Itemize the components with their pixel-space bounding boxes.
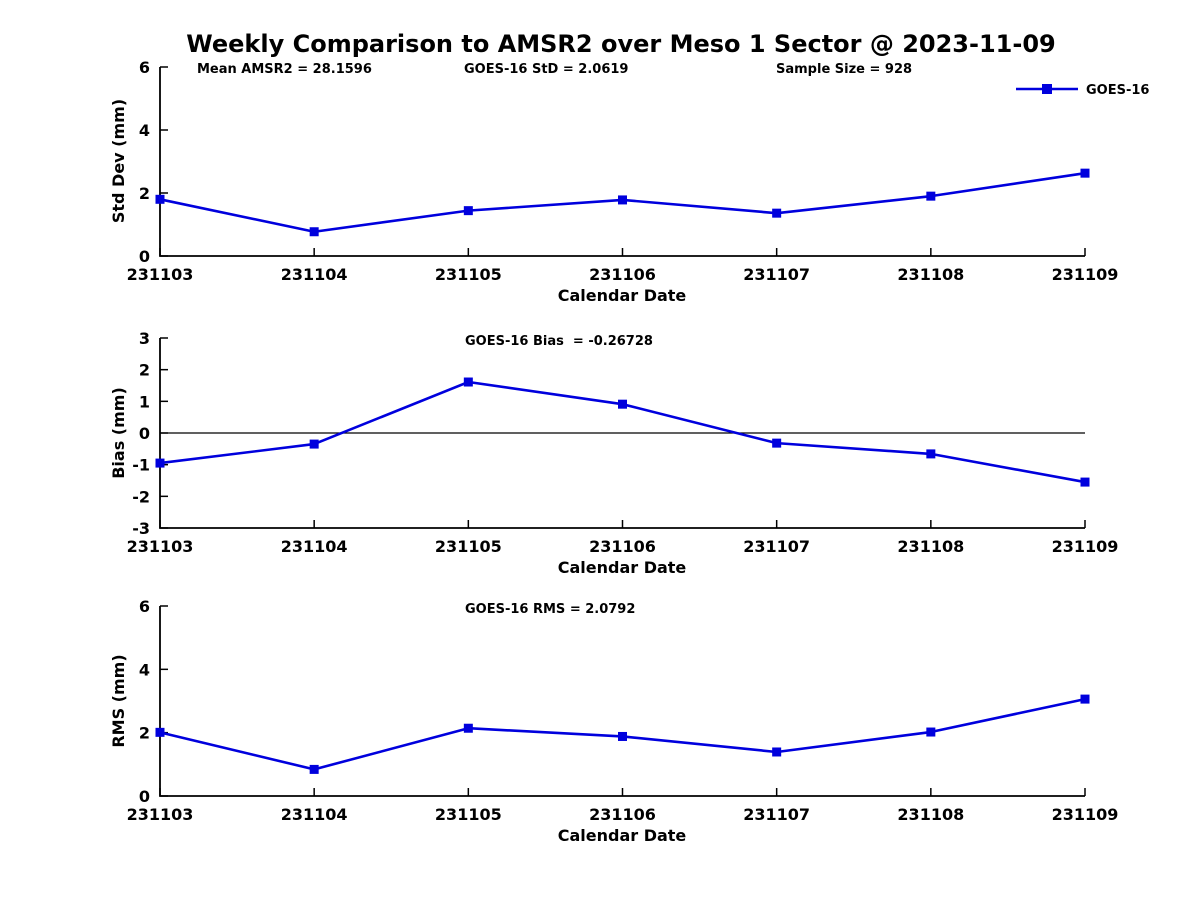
subplot-rms: GOES-16 RMS = 2.0792 0 2 4 6 231103 231104 231… <box>109 597 1118 845</box>
rms-subplot-title: GOES-16 RMS = 2.0792 <box>465 602 635 617</box>
data-point-marker <box>309 764 319 774</box>
x-tick-label: 231104 <box>281 537 348 556</box>
x-tick-label: 231106 <box>589 265 656 284</box>
x-tick-label: 231107 <box>743 805 810 824</box>
data-point-marker <box>155 458 165 468</box>
y-tick-label: 0 <box>139 787 150 806</box>
data-point-marker <box>1080 477 1090 487</box>
subplot-stddev: 0 2 4 6 231103 231104 231105 231106 231107 231108… <box>109 58 1118 305</box>
data-point-marker <box>618 731 627 741</box>
y-tick-label: 1 <box>139 392 150 411</box>
y-tick-label: 6 <box>139 597 150 616</box>
bias-subplot-title: GOES-16 Bias = -0.26728 <box>465 334 653 349</box>
x-tick-label: 231105 <box>435 805 502 824</box>
x-tick-label: 231103 <box>127 805 194 824</box>
data-point-marker <box>926 449 936 459</box>
rms-y-axis-label: RMS (mm) <box>109 654 128 747</box>
y-tick-label: 4 <box>139 121 150 140</box>
data-point-marker <box>618 195 627 205</box>
figure-title: Weekly Comparison to AMSR2 over Meso 1 S… <box>186 30 1055 58</box>
x-tick-label: 231106 <box>589 537 656 556</box>
data-point-marker <box>309 227 319 237</box>
legend: GOES-16 <box>1016 83 1149 98</box>
data-point-marker <box>618 399 627 409</box>
y-tick-label: 3 <box>139 329 150 348</box>
x-tick-label: 231103 <box>127 537 194 556</box>
x-tick-label: 231109 <box>1052 537 1119 556</box>
x-tick-label: 231107 <box>743 265 810 284</box>
bias-x-axis-label: Calendar Date <box>558 558 687 577</box>
stddev-plot-area: 0 2 4 6 231103 231104 231105 231106 231107 231108… <box>127 58 1119 284</box>
stddev-y-axis-label: Std Dev (mm) <box>109 99 128 223</box>
legend-label: GOES-16 <box>1086 83 1149 98</box>
x-tick-label: 231104 <box>281 805 348 824</box>
data-point-marker <box>772 438 782 448</box>
data-point-marker <box>463 206 473 216</box>
x-tick-label: 231108 <box>897 265 964 284</box>
y-tick-label: 6 <box>139 58 150 77</box>
data-point-marker <box>155 727 165 737</box>
x-tick-label: 231108 <box>897 805 964 824</box>
x-tick-label: 231109 <box>1052 265 1119 284</box>
data-point-marker <box>1080 694 1090 704</box>
annotation-goes16-std: GOES-16 StD = 2.0619 <box>464 62 628 77</box>
x-tick-label: 231106 <box>589 805 656 824</box>
data-point-marker <box>463 723 473 733</box>
y-tick-label: 4 <box>139 660 150 679</box>
data-point-marker <box>772 208 782 218</box>
data-point-marker <box>1080 168 1090 178</box>
y-tick-label: -3 <box>132 519 150 538</box>
y-tick-label: -2 <box>132 487 150 506</box>
bias-plot-area: -3 -2 -1 0 1 2 3 231103 231104 231105 231106 231107… <box>127 329 1119 556</box>
subplot-bias: GOES-16 Bias = -0.26728 -3 -2 -1 0 1 2 3 231103… <box>109 329 1118 577</box>
y-tick-label: 2 <box>139 724 150 743</box>
x-tick-label: 231109 <box>1052 805 1119 824</box>
data-point-marker <box>155 194 165 204</box>
bias-y-axis-label: Bias (mm) <box>109 387 128 479</box>
y-tick-label: -1 <box>132 456 150 475</box>
data-point-marker <box>926 727 936 737</box>
y-tick-label: 0 <box>139 424 150 443</box>
x-tick-label: 231105 <box>435 537 502 556</box>
y-tick-label: 2 <box>139 184 150 203</box>
x-tick-label: 231103 <box>127 265 194 284</box>
x-tick-label: 231105 <box>435 265 502 284</box>
data-line-goes-16 <box>158 380 1087 484</box>
rms-x-axis-label: Calendar Date <box>558 826 687 845</box>
data-point-marker <box>309 439 319 449</box>
axis-spines <box>159 606 1085 797</box>
legend-square-marker-icon <box>1042 84 1052 94</box>
data-point-marker <box>926 191 936 201</box>
x-tick-label: 231104 <box>281 265 348 284</box>
y-tick-label: 2 <box>139 361 150 380</box>
annotation-mean-amsr2: Mean AMSR2 = 28.1596 <box>197 62 372 77</box>
annotation-sample-size: Sample Size = 928 <box>776 62 912 77</box>
rms-plot-area: 0 2 4 6 231103 231104 231105 231106 231107 231108… <box>127 597 1119 824</box>
stddev-x-axis-label: Calendar Date <box>558 286 687 305</box>
x-tick-label: 231108 <box>897 537 964 556</box>
data-point-marker <box>463 377 473 387</box>
x-tick-label: 231107 <box>743 537 810 556</box>
y-tick-label: 0 <box>139 247 150 266</box>
data-point-marker <box>772 747 782 757</box>
